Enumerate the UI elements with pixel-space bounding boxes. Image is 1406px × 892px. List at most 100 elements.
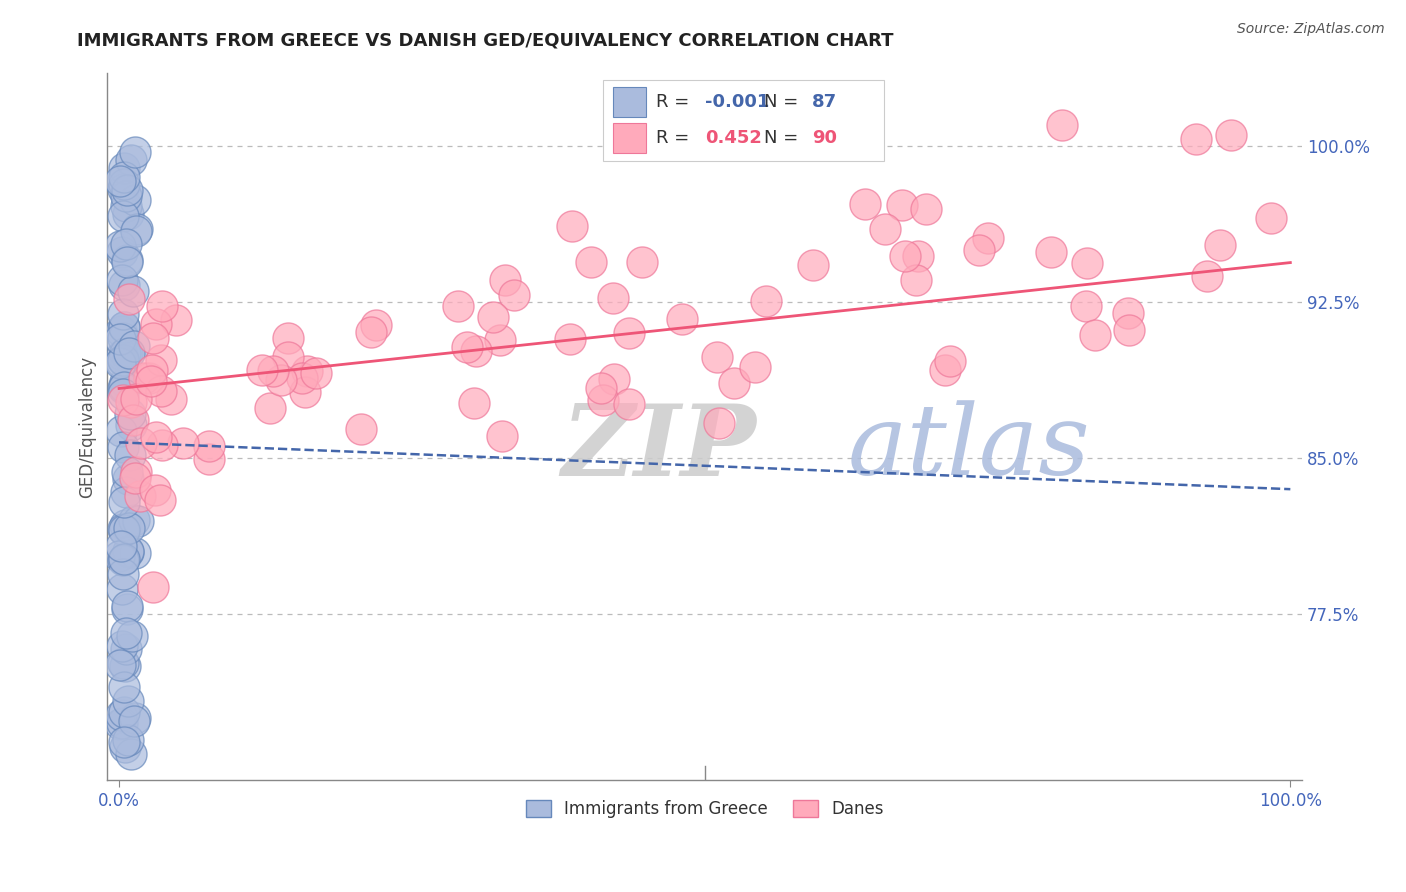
Point xyxy=(115,253,138,268)
FancyBboxPatch shape xyxy=(603,80,884,161)
Point xyxy=(112,380,135,394)
Legend: Immigrants from Greece, Danes: Immigrants from Greece, Danes xyxy=(519,794,890,825)
Point xyxy=(1083,327,1105,342)
Point xyxy=(112,680,135,694)
Point xyxy=(117,472,139,486)
Point xyxy=(115,599,138,613)
Point xyxy=(250,363,273,377)
Point xyxy=(755,293,778,308)
Point xyxy=(120,448,142,462)
Point xyxy=(110,355,132,369)
Point xyxy=(145,430,167,444)
Point xyxy=(112,278,135,293)
Point xyxy=(465,343,488,358)
Point xyxy=(364,318,387,332)
Point xyxy=(1040,244,1063,259)
Point xyxy=(150,437,173,451)
Point xyxy=(939,354,962,368)
Point xyxy=(744,359,766,374)
Point xyxy=(111,331,134,345)
Point xyxy=(111,347,134,361)
Point xyxy=(118,408,141,422)
Point xyxy=(482,310,505,324)
Point xyxy=(115,236,138,251)
Point xyxy=(125,224,148,238)
Point xyxy=(558,332,581,346)
Point xyxy=(142,580,165,594)
Point xyxy=(305,366,328,380)
Point xyxy=(934,363,956,377)
Point xyxy=(617,396,640,410)
Point xyxy=(112,567,135,582)
Point xyxy=(122,714,145,729)
Point xyxy=(447,299,470,313)
Point xyxy=(124,546,146,560)
Point xyxy=(112,161,135,176)
Point xyxy=(110,238,132,252)
Point xyxy=(111,307,134,321)
Point xyxy=(801,259,824,273)
Point xyxy=(112,705,135,719)
Point xyxy=(124,145,146,159)
Point xyxy=(1209,238,1232,252)
Point xyxy=(160,392,183,407)
Point xyxy=(115,255,138,269)
Point xyxy=(853,197,876,211)
Point xyxy=(112,320,135,334)
Point xyxy=(114,517,136,532)
Point xyxy=(117,543,139,558)
Point xyxy=(149,493,172,508)
Point xyxy=(122,413,145,427)
Point xyxy=(115,183,138,197)
Point xyxy=(502,288,524,302)
Point xyxy=(111,656,134,670)
Point xyxy=(592,393,614,408)
Point xyxy=(1195,268,1218,283)
Point xyxy=(893,249,915,263)
Point xyxy=(110,707,132,722)
Point xyxy=(907,249,929,263)
Point xyxy=(1050,118,1073,132)
Point xyxy=(120,747,142,762)
Point xyxy=(463,396,485,410)
Point xyxy=(112,169,135,184)
Point xyxy=(124,392,146,406)
Point xyxy=(114,375,136,389)
Point xyxy=(112,553,135,567)
Point xyxy=(117,732,139,747)
Point xyxy=(114,198,136,212)
Point xyxy=(108,174,131,188)
Point xyxy=(1260,211,1282,225)
Point xyxy=(591,381,613,395)
Point xyxy=(122,284,145,298)
Point xyxy=(128,489,150,503)
Point xyxy=(118,346,141,360)
Y-axis label: GED/Equivalency: GED/Equivalency xyxy=(79,356,96,498)
Point xyxy=(115,346,138,360)
Point xyxy=(114,625,136,640)
Point xyxy=(141,363,163,377)
Point xyxy=(197,452,219,467)
Point xyxy=(112,353,135,368)
Point xyxy=(112,353,135,368)
FancyBboxPatch shape xyxy=(613,123,647,153)
Point xyxy=(127,514,149,528)
Point xyxy=(294,385,316,400)
Point xyxy=(117,545,139,559)
Point xyxy=(122,339,145,353)
Point xyxy=(1219,128,1241,142)
Point xyxy=(112,386,135,401)
Point xyxy=(108,356,131,370)
Point xyxy=(138,371,160,385)
Point xyxy=(110,657,132,672)
Point xyxy=(112,320,135,334)
Point xyxy=(111,582,134,596)
Point xyxy=(112,552,135,566)
Point xyxy=(110,324,132,338)
Point xyxy=(198,439,221,453)
Point xyxy=(456,340,478,354)
Point xyxy=(117,465,139,479)
Point xyxy=(111,639,134,653)
Point xyxy=(122,513,145,527)
Point xyxy=(124,193,146,207)
